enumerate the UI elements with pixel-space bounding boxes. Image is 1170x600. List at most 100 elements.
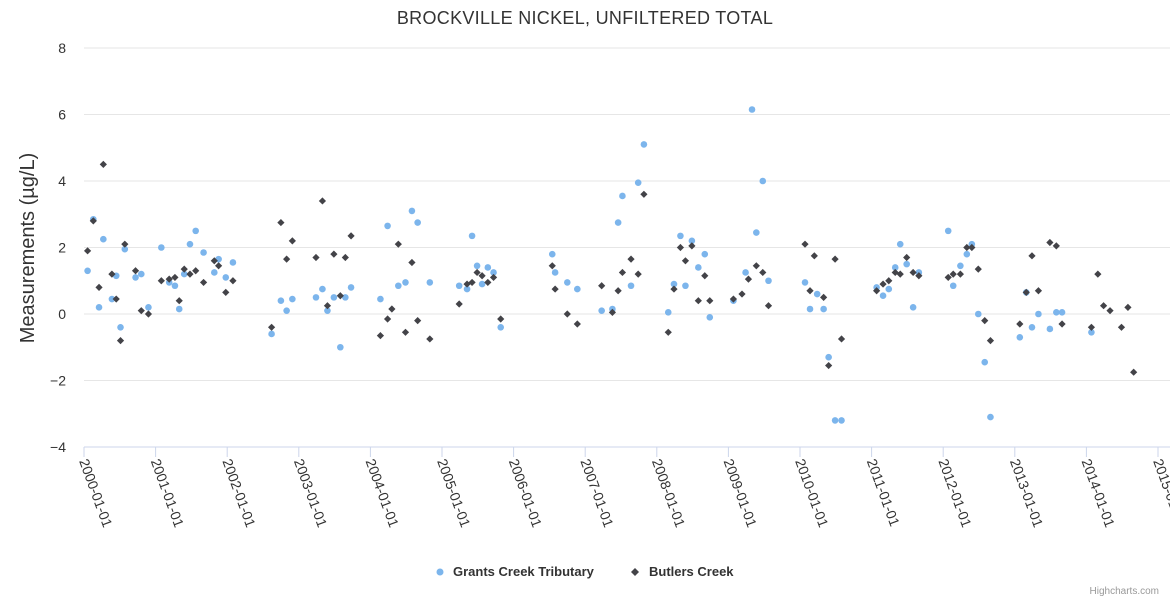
data-point[interactable] bbox=[981, 358, 989, 366]
data-point[interactable] bbox=[478, 280, 486, 288]
data-point[interactable] bbox=[764, 302, 773, 310]
data-point[interactable] bbox=[222, 288, 230, 296]
data-point[interactable] bbox=[879, 292, 887, 300]
data-point[interactable] bbox=[801, 240, 809, 248]
data-point[interactable] bbox=[896, 270, 904, 278]
data-point[interactable] bbox=[838, 417, 845, 424]
data-point[interactable] bbox=[1099, 302, 1108, 310]
data-point[interactable] bbox=[956, 270, 964, 278]
data-point[interactable] bbox=[806, 305, 814, 313]
data-point[interactable] bbox=[132, 274, 139, 281]
data-point[interactable] bbox=[229, 259, 237, 266]
data-point[interactable] bbox=[408, 207, 416, 215]
legend-item-butlers-creek[interactable]: Butlers Creek bbox=[631, 564, 734, 579]
data-point[interactable] bbox=[199, 278, 208, 287]
data-point[interactable] bbox=[157, 277, 165, 285]
data-point[interactable] bbox=[681, 257, 690, 265]
data-point[interactable] bbox=[548, 262, 556, 270]
data-point[interactable] bbox=[677, 232, 684, 240]
data-point[interactable] bbox=[1028, 252, 1036, 260]
data-point[interactable] bbox=[634, 270, 642, 278]
data-point[interactable] bbox=[414, 219, 421, 226]
data-point[interactable] bbox=[627, 282, 635, 290]
data-point[interactable] bbox=[664, 309, 672, 316]
data-point[interactable] bbox=[175, 305, 183, 313]
data-point[interactable] bbox=[1106, 307, 1114, 315]
data-point[interactable] bbox=[1035, 310, 1042, 318]
data-point[interactable] bbox=[885, 285, 893, 293]
data-point[interactable] bbox=[963, 250, 971, 258]
data-point[interactable] bbox=[634, 179, 642, 186]
data-point[interactable] bbox=[551, 285, 559, 293]
data-point[interactable] bbox=[200, 249, 207, 256]
data-point[interactable] bbox=[414, 317, 422, 325]
data-point[interactable] bbox=[963, 243, 971, 252]
data-point[interactable] bbox=[825, 361, 833, 370]
credits-link[interactable]: Highcharts.com bbox=[1090, 586, 1159, 597]
data-point[interactable] bbox=[267, 323, 276, 331]
data-point[interactable] bbox=[694, 297, 702, 305]
data-point[interactable] bbox=[598, 282, 606, 290]
data-point[interactable] bbox=[744, 275, 753, 283]
data-point[interactable] bbox=[319, 285, 326, 293]
data-point[interactable] bbox=[598, 307, 605, 314]
data-point[interactable] bbox=[95, 283, 103, 291]
data-point[interactable] bbox=[987, 413, 994, 421]
data-point[interactable] bbox=[688, 242, 696, 250]
data-point[interactable] bbox=[837, 335, 846, 343]
data-point[interactable] bbox=[497, 324, 505, 331]
data-point[interactable] bbox=[383, 315, 392, 323]
data-point[interactable] bbox=[706, 314, 714, 321]
data-point[interactable] bbox=[330, 294, 338, 301]
data-point[interactable] bbox=[112, 295, 120, 303]
data-point[interactable] bbox=[1052, 242, 1060, 250]
data-point[interactable] bbox=[1130, 368, 1138, 376]
data-point[interactable] bbox=[873, 287, 881, 295]
data-point[interactable] bbox=[968, 243, 976, 252]
data-point[interactable] bbox=[478, 272, 486, 280]
data-point[interactable] bbox=[489, 273, 498, 282]
data-point[interactable] bbox=[377, 295, 384, 303]
data-point[interactable] bbox=[95, 304, 103, 311]
data-point[interactable] bbox=[158, 244, 165, 251]
data-point[interactable] bbox=[1058, 320, 1066, 328]
data-point[interactable] bbox=[915, 272, 923, 280]
data-point[interactable] bbox=[1028, 324, 1036, 331]
data-point[interactable] bbox=[89, 217, 97, 225]
data-point[interactable] bbox=[180, 265, 188, 273]
data-point[interactable] bbox=[619, 192, 626, 200]
data-point[interactable] bbox=[957, 262, 964, 270]
data-point[interactable] bbox=[337, 343, 344, 351]
data-point[interactable] bbox=[879, 280, 887, 288]
data-point[interactable] bbox=[896, 240, 904, 248]
data-point[interactable] bbox=[909, 304, 917, 311]
data-point[interactable] bbox=[165, 275, 173, 283]
data-point[interactable] bbox=[949, 270, 957, 278]
data-point[interactable] bbox=[909, 268, 917, 277]
data-point[interactable] bbox=[388, 305, 396, 313]
data-point[interactable] bbox=[706, 297, 714, 305]
data-point[interactable] bbox=[175, 297, 183, 305]
data-point[interactable] bbox=[211, 269, 218, 276]
data-point[interactable] bbox=[820, 293, 828, 301]
data-point[interactable] bbox=[801, 279, 809, 286]
data-point[interactable] bbox=[336, 292, 344, 300]
data-point[interactable] bbox=[974, 265, 982, 273]
data-point[interactable] bbox=[473, 262, 481, 270]
data-point[interactable] bbox=[144, 310, 153, 318]
data-point[interactable] bbox=[490, 269, 497, 276]
data-point[interactable] bbox=[885, 277, 893, 285]
data-point[interactable] bbox=[100, 235, 107, 243]
data-point[interactable] bbox=[210, 257, 218, 265]
data-point[interactable] bbox=[473, 268, 481, 277]
data-point[interactable] bbox=[759, 268, 767, 277]
data-point[interactable] bbox=[108, 270, 116, 278]
data-point[interactable] bbox=[548, 250, 556, 258]
data-point[interactable] bbox=[1088, 328, 1095, 336]
data-point[interactable] bbox=[1117, 323, 1126, 331]
data-point[interactable] bbox=[137, 270, 145, 278]
data-point[interactable] bbox=[1087, 323, 1096, 331]
data-point[interactable] bbox=[384, 222, 391, 230]
data-point[interactable] bbox=[820, 305, 827, 313]
data-point[interactable] bbox=[347, 284, 355, 291]
